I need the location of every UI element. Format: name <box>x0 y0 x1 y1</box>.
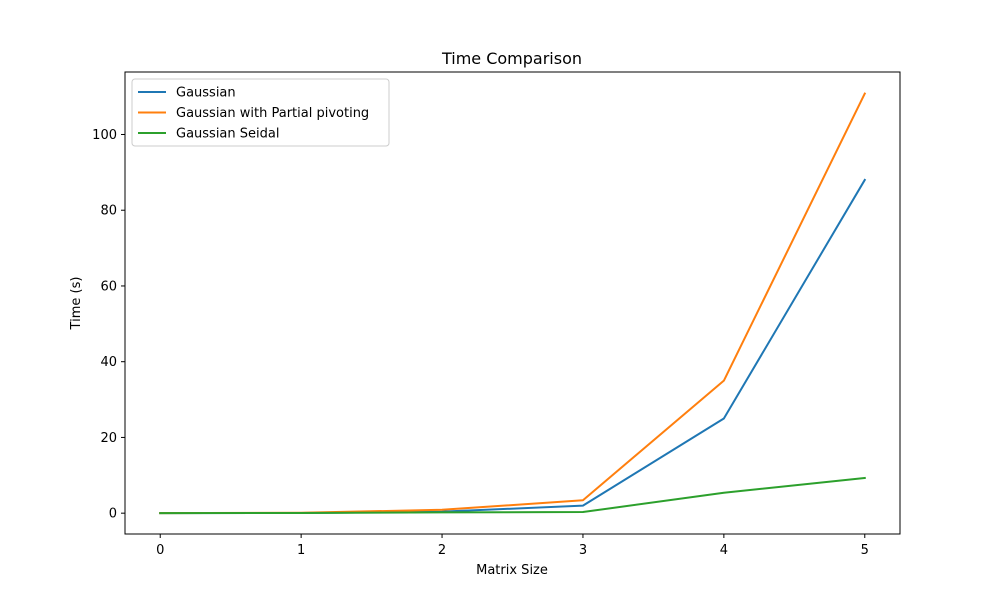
y-axis-label: Time (s) <box>69 277 84 331</box>
x-tick-label: 2 <box>438 543 446 558</box>
series-layer <box>159 92 867 515</box>
x-tick-label: 5 <box>861 543 869 558</box>
series-line-0 <box>159 178 867 515</box>
legend: Gaussian Gaussian with Partial pivoting Ga… <box>131 78 390 147</box>
plot-area <box>124 71 901 535</box>
legend-label: Gaussian Seidal <box>176 127 279 142</box>
legend-box <box>131 78 390 147</box>
x-tick-label: 3 <box>579 543 587 558</box>
y-tick-label: 100 <box>92 128 117 143</box>
legend-item: Gaussian with Partial pivoting <box>138 106 369 121</box>
x-axis: 0 1 2 3 4 5 <box>156 534 869 558</box>
x-tick-label: 0 <box>156 543 164 558</box>
plot-frame <box>124 71 901 535</box>
series-line-2 <box>159 476 866 515</box>
x-tick-label: 4 <box>720 543 728 558</box>
y-tick-label: 40 <box>100 355 117 370</box>
legend-label: Gaussian <box>176 86 236 101</box>
y-tick-label: 80 <box>100 204 117 219</box>
y-tick-label: 60 <box>100 279 117 294</box>
legend-items: Gaussian Gaussian with Partial pivoting Ga… <box>138 86 369 142</box>
series-line-1 <box>159 92 867 515</box>
legend-item: Gaussian <box>138 86 236 101</box>
x-tick-label: 1 <box>297 543 305 558</box>
y-tick-label: 0 <box>109 507 117 522</box>
legend-label: Gaussian with Partial pivoting <box>176 106 369 121</box>
y-tick-label: 20 <box>100 431 117 446</box>
y-axis: 0 20 40 60 80 100 <box>92 128 125 522</box>
x-axis-label: Matrix Size <box>476 563 548 578</box>
chart-title: Time Comparison <box>441 49 582 68</box>
legend-item: Gaussian Seidal <box>138 127 279 142</box>
